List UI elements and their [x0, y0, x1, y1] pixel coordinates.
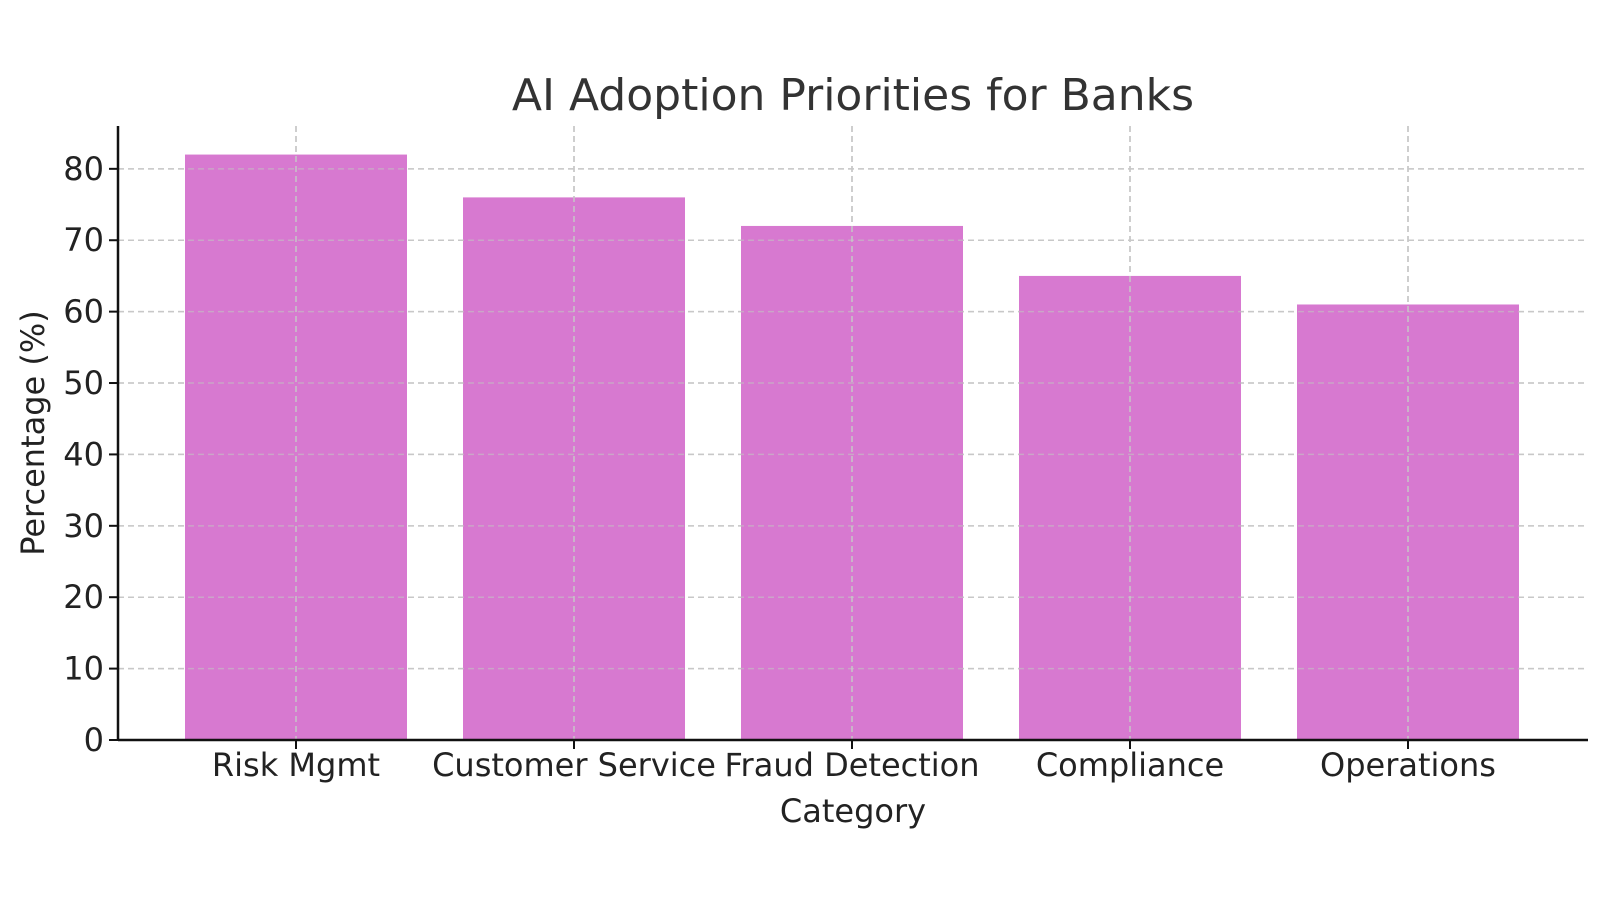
x-tick-label-1: Customer Service [432, 746, 716, 784]
y-tick-label-3: 30 [63, 507, 104, 545]
x-tick-label-2: Fraud Detection [724, 746, 979, 784]
y-tick-label-5: 50 [63, 364, 104, 402]
y-tick-label-7: 70 [63, 221, 104, 259]
x-tick-label-0: Risk Mgmt [212, 746, 380, 784]
bar-2 [741, 225, 963, 740]
y-tick-label-6: 60 [63, 293, 104, 331]
y-tick-label-1: 10 [63, 650, 104, 688]
x-tick-label-4: Operations [1320, 746, 1496, 784]
y-tick-label-0: 0 [84, 721, 104, 759]
y-tick-label-8: 80 [63, 150, 104, 188]
bars [118, 126, 1588, 741]
y-tick-label-2: 20 [63, 578, 104, 616]
y-tick-label-4: 40 [63, 435, 104, 473]
chart-title: AI Adoption Priorities for Banks [512, 70, 1194, 121]
x-tick-label-3: Compliance [1036, 746, 1224, 784]
x-axis-ticks: Risk Mgmt Customer Service Fraud Detection… [212, 740, 1496, 784]
y-axis-label: Percentage (%) [14, 310, 52, 556]
x-axis-label: Category [780, 792, 926, 830]
y-axis-ticks: 0 10 20 30 40 50 60 70 80 [63, 150, 118, 759]
